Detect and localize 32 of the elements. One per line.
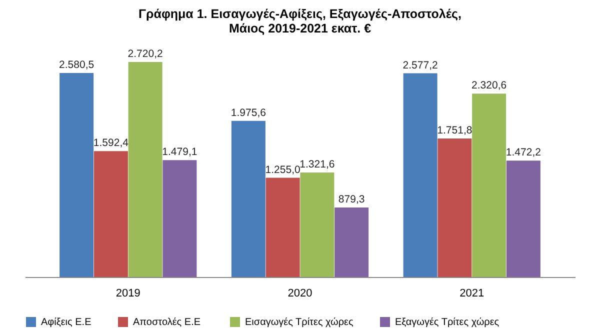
data-label: 2.720,2 [128, 48, 163, 60]
data-label: 2.580,5 [59, 59, 94, 72]
bar [231, 120, 266, 277]
data-label: 1.479,1 [162, 146, 198, 158]
data-label: 1.472,2 [506, 146, 542, 159]
x-tick-label: 2019 [116, 288, 140, 300]
legend-label: Αφίξεις Ε.Ε [41, 317, 92, 328]
bar [334, 208, 369, 277]
bar [128, 62, 162, 277]
chart-title: Γράφημα 1. Εισαγωγές-Αφίξεις, Εξαγωγές-Αποστολές, Μάιος 2019-2021 εκατ. € [138, 7, 462, 36]
data-label: 2.577,2 [402, 59, 438, 72]
bar [506, 160, 540, 277]
data-label: 879,3 [338, 194, 365, 206]
bar [60, 73, 94, 277]
legend-label: Εισαγωγές Τρίτες χώρες [245, 317, 354, 328]
data-label: 2.320,6 [472, 80, 507, 92]
bar [438, 138, 472, 277]
legend-label: Εξαγωγές Τρίτες χώρες [395, 317, 500, 328]
data-label: 1.255,0 [265, 164, 300, 176]
data-label: 1.321,6 [300, 158, 335, 171]
data-label: 1.592,4 [93, 137, 129, 150]
bar [300, 172, 334, 277]
x-tick-label: 2020 [288, 288, 312, 300]
bar [266, 178, 300, 277]
bar [403, 73, 438, 277]
bar [162, 160, 197, 277]
legend-label: Αποστολές Ε.Ε [133, 317, 201, 328]
data-label: 1.751,8 [437, 124, 472, 137]
x-tick-label: 2021 [460, 288, 484, 300]
bar [94, 151, 128, 277]
bar [472, 94, 506, 277]
data-label: 1.975,6 [230, 106, 266, 119]
